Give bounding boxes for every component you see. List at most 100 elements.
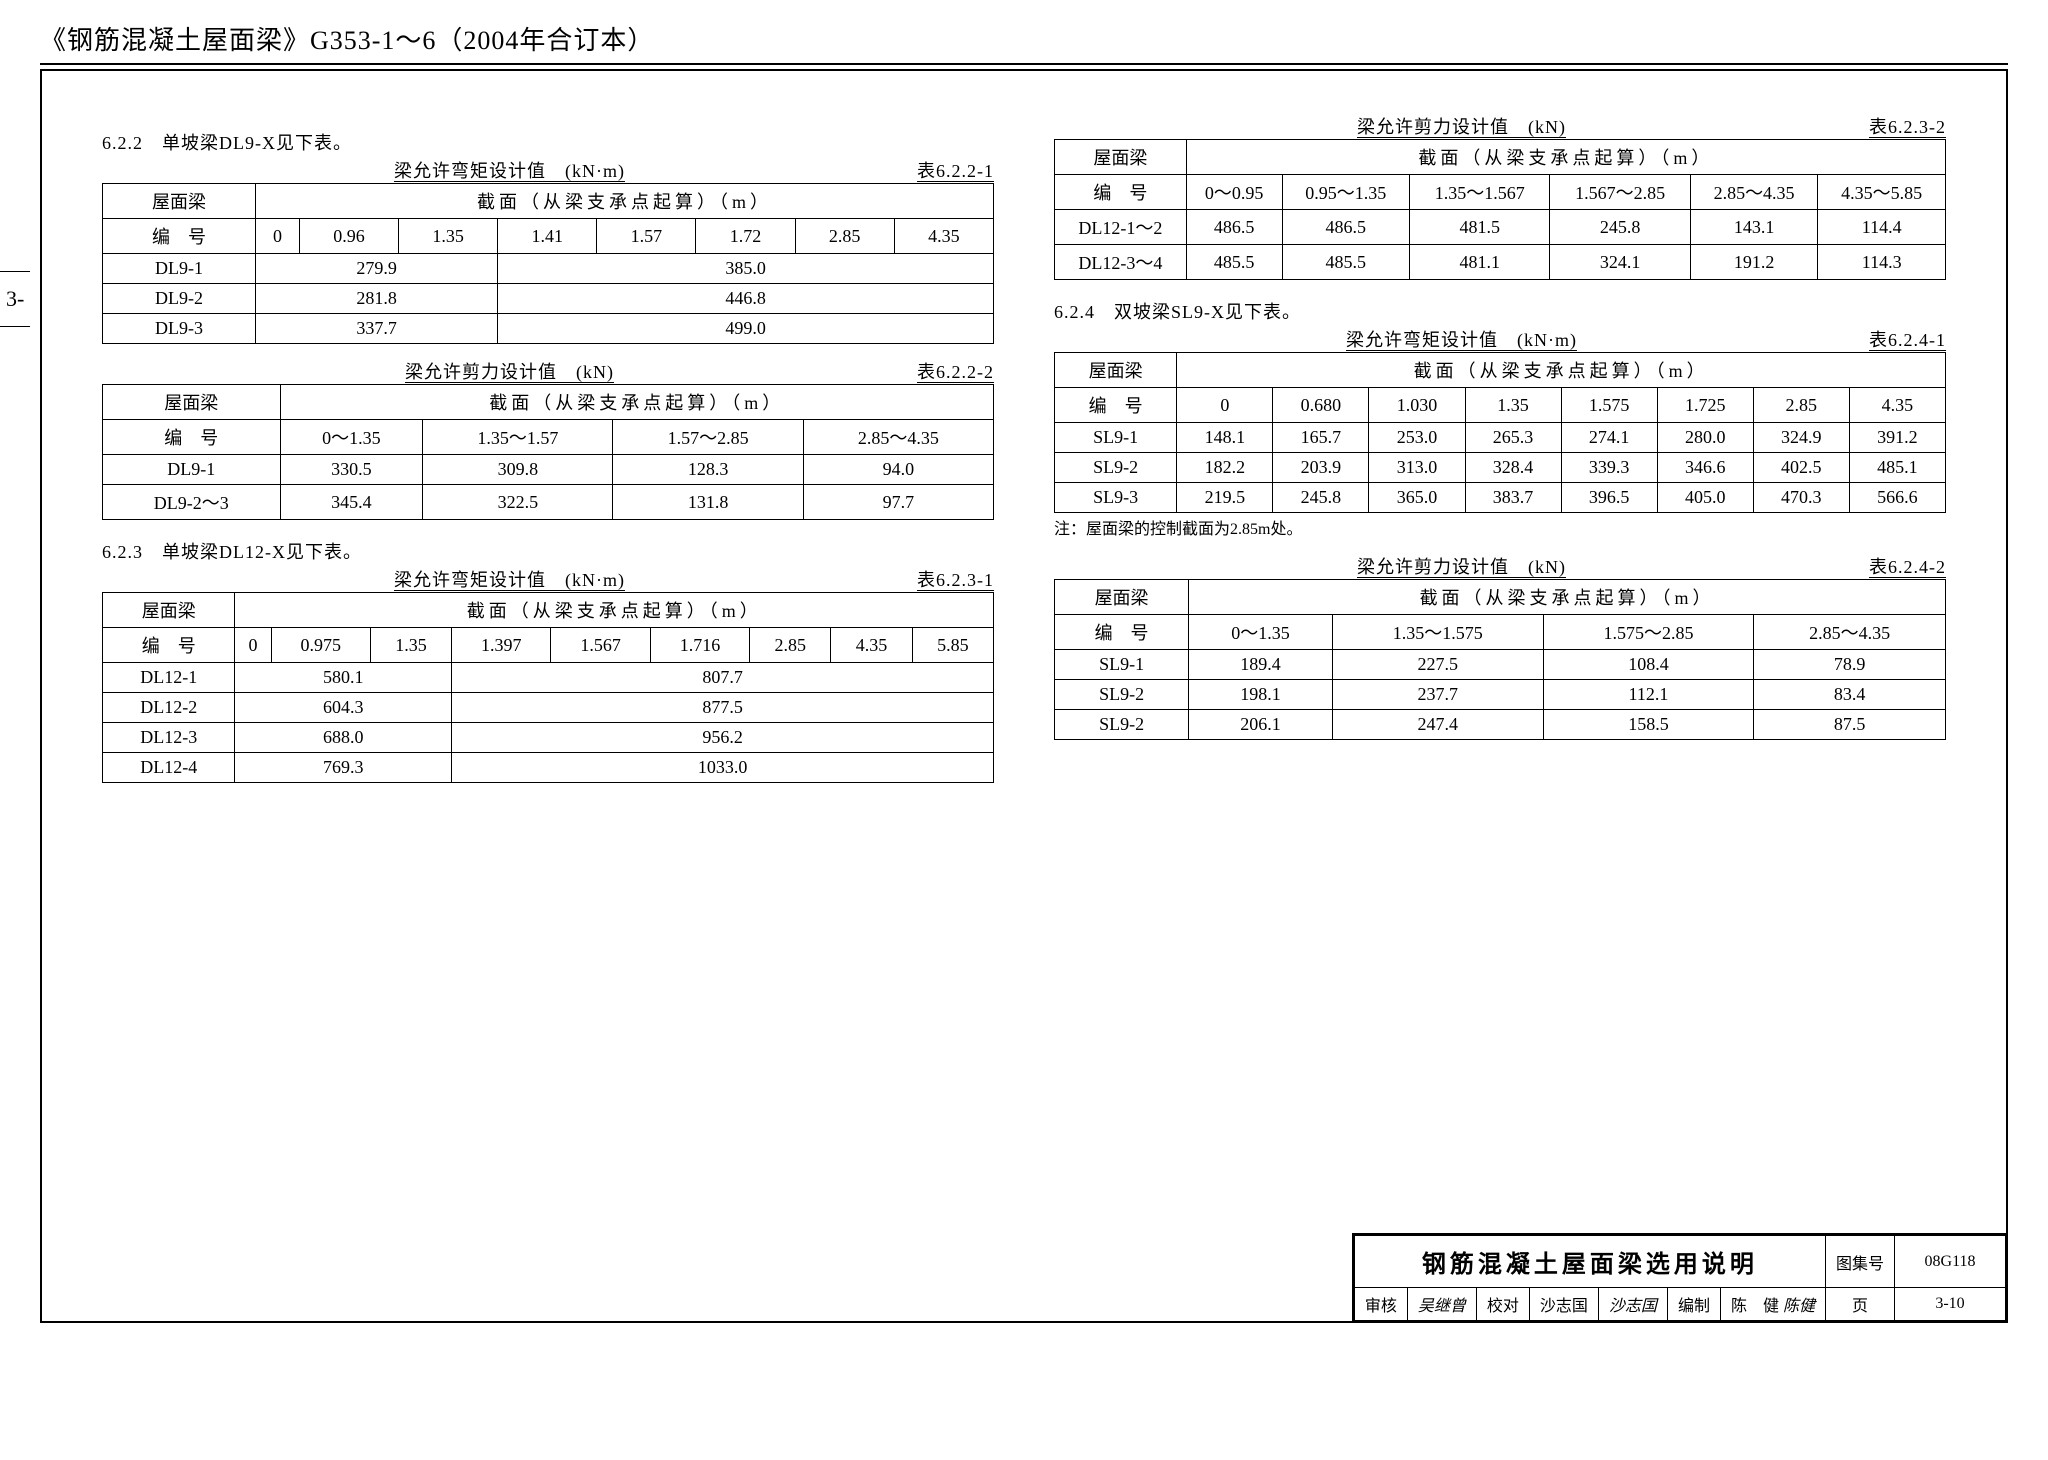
col-hdr: 4.35～5.85 [1818,175,1946,210]
cell: 322.5 [423,485,613,520]
table-label: 表6.2.4-1 [1869,326,1946,352]
cell: 206.1 [1189,710,1333,740]
cell: 486.5 [1186,210,1282,245]
row-id: SL9-2 [1055,453,1177,483]
col-hdr: 1.41 [498,219,597,254]
cell: 191.2 [1690,245,1818,280]
cell: 219.5 [1177,483,1273,513]
cell: 391.2 [1849,423,1945,453]
row-id: DL12-1～2 [1055,210,1187,245]
cell: 128.3 [613,455,803,485]
shenhe-value: 吴继曾 [1407,1288,1476,1321]
cell: 339.3 [1561,453,1657,483]
table-6242-title: 梁允许剪力设计值 (kN) 表6.2.4-2 [1054,553,1946,579]
row-hdr: 编 号 [103,420,281,455]
table-row: DL12-3 688.0 956.2 [103,723,994,753]
table-row: DL9-2 281.8 446.8 [103,284,994,314]
table-title-text: 梁允许剪力设计值 (kN) [1357,117,1566,137]
cell: 112.1 [1543,680,1754,710]
table-row: DL9-3 337.7 499.0 [103,314,994,344]
cell: 330.5 [280,455,423,485]
col-hdr: 1.567～2.85 [1550,175,1690,210]
row-hdr: 编 号 [103,219,256,254]
right-column: 梁允许剪力设计值 (kN) 表6.2.3-2 屋面梁 截面（从梁支承点起算）（m… [1054,111,1946,783]
drawing-sheet: 3- 6.2.2 单坡梁DL9-X见下表。 梁允许弯矩设计值 (kN·m) 表6… [40,69,2008,1323]
cell: 485.1 [1849,453,1945,483]
col-hdr: 1.35 [399,219,498,254]
cell: 265.3 [1465,423,1561,453]
left-column: 6.2.2 单坡梁DL9-X见下表。 梁允许弯矩设计值 (kN·m) 表6.2.… [102,111,994,783]
table-title-text: 梁允许弯矩设计值 (kN·m) [1346,330,1577,350]
col-hdr: 0 [1177,388,1273,423]
table-row: DL12-2 604.3 877.5 [103,693,994,723]
cell: 383.7 [1465,483,1561,513]
cell: 485.5 [1186,245,1282,280]
row-id: SL9-3 [1055,483,1177,513]
cell: 280.0 [1657,423,1753,453]
table-6232-title: 梁允许剪力设计值 (kN) 表6.2.3-2 [1054,113,1946,139]
cell: 324.9 [1753,423,1849,453]
col-hdr: 1.725 [1657,388,1753,423]
row-id: SL9-2 [1055,710,1189,740]
group-hdr: 截面（从梁支承点起算）（m） [1186,140,1945,175]
cell: 189.4 [1189,650,1333,680]
row-hdr: 屋面梁 [1055,353,1177,388]
cell: 148.1 [1177,423,1273,453]
bianzhi-label: 编制 [1667,1288,1720,1321]
col-hdr: 1.575 [1561,388,1657,423]
group-hdr: 截面（从梁支承点起算）（m） [255,184,993,219]
side-tab: 3- [0,271,30,327]
row-id: DL9-2 [103,284,256,314]
table-title-text: 梁允许弯矩设计值 (kN·m) [394,161,625,181]
section-6-2-2-head: 6.2.2 单坡梁DL9-X见下表。 [102,129,994,155]
cell: 143.1 [1690,210,1818,245]
col-hdr: 0～0.95 [1186,175,1282,210]
row-id: DL9-1 [103,254,256,284]
table-6222: 屋面梁 截面（从梁支承点起算）（m） 编 号 0～1.35 1.35～1.57 … [102,384,994,520]
row-id: SL9-1 [1055,650,1189,680]
cell: 446.8 [498,284,994,314]
bianzhi-name: 陈 健 [1731,1298,1779,1315]
col-hdr: 1.575～2.85 [1543,615,1754,650]
cell: 807.7 [452,663,994,693]
table-label: 表6.2.2-1 [917,157,994,183]
shenhe-label: 审核 [1354,1288,1407,1321]
table-row: DL12-1 580.1 807.7 [103,663,994,693]
section-6-2-3-head: 6.2.3 单坡梁DL12-X见下表。 [102,538,994,564]
cell: 245.8 [1550,210,1690,245]
cell: 158.5 [1543,710,1754,740]
table-row: DL12-1～2 486.5 486.5 481.5 245.8 143.1 1… [1055,210,1946,245]
row-id: DL9-3 [103,314,256,344]
table-row: SL9-1 148.1 165.7 253.0 265.3 274.1 280.… [1055,423,1946,453]
col-hdr: 1.57 [597,219,696,254]
col-hdr: 0 [235,628,271,663]
table-row: SL9-2 198.1 237.7 112.1 83.4 [1055,680,1946,710]
col-hdr: 1.35～1.57 [423,420,613,455]
cell: 131.8 [613,485,803,520]
cell: 274.1 [1561,423,1657,453]
row-id: DL9-2～3 [103,485,281,520]
row-id: DL12-3～4 [1055,245,1187,280]
cell: 485.5 [1282,245,1410,280]
table-row: SL9-2 182.2 203.9 313.0 328.4 339.3 346.… [1055,453,1946,483]
group-hdr: 截面（从梁支承点起算）（m） [280,385,993,420]
cell: 405.0 [1657,483,1753,513]
cell: 313.0 [1369,453,1465,483]
row-id: DL9-1 [103,455,281,485]
page-value: 3-10 [1895,1288,2006,1321]
cell: 877.5 [452,693,994,723]
row-hdr: 编 号 [1055,615,1189,650]
cell: 281.8 [255,284,497,314]
page-header: 《钢筋混凝土屋面梁》G353-1～6（2004年合订本） [40,20,2008,65]
col-hdr: 5.85 [912,628,993,663]
cell: 769.3 [235,753,452,783]
row-id: SL9-2 [1055,680,1189,710]
table-label: 表6.2.2-2 [917,358,994,384]
code-label: 图集号 [1825,1236,1894,1288]
col-hdr: 0.975 [271,628,370,663]
row-hdr: 屋面梁 [1055,580,1189,615]
table-6242: 屋面梁 截面（从梁支承点起算）（m） 编 号 0～1.35 1.35～1.575… [1054,579,1946,740]
table-row: DL12-3～4 485.5 485.5 481.1 324.1 191.2 1… [1055,245,1946,280]
row-id: SL9-1 [1055,423,1177,453]
cell: 227.5 [1332,650,1543,680]
